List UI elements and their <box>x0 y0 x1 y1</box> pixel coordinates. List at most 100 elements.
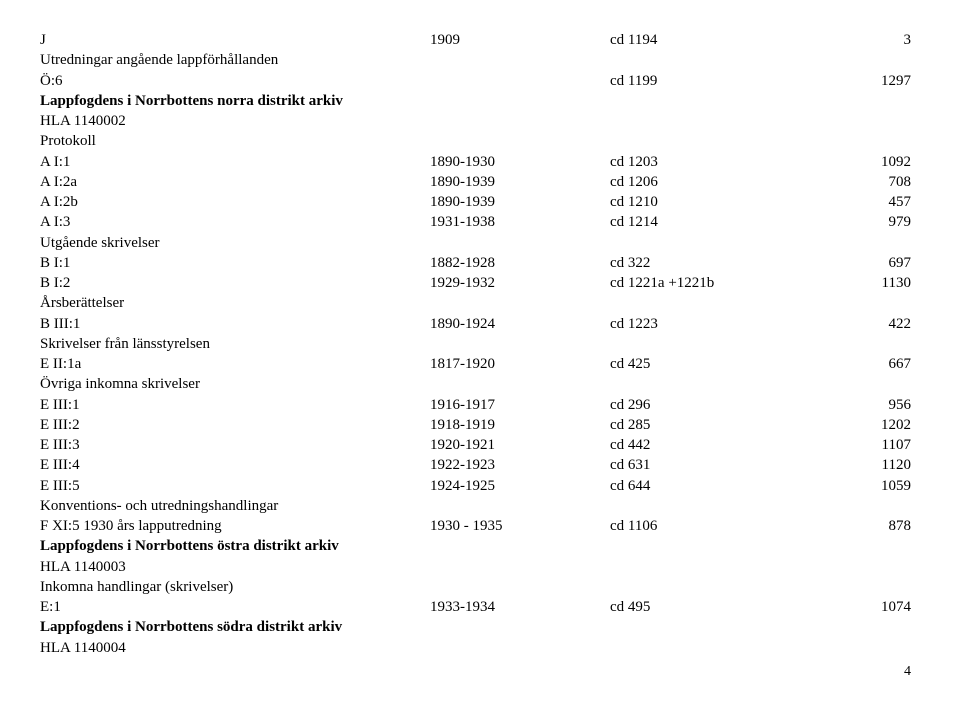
table-row: F XI:5 1930 års lapputredning1930 - 1935… <box>40 516 919 536</box>
subheading: HLA 1140004 <box>40 638 919 658</box>
cell-c1: B I:1 <box>40 253 430 273</box>
cell-c3: cd 442 <box>610 435 790 455</box>
cell-c2: 1916-1917 <box>430 395 610 415</box>
cell-c1: A I:2b <box>40 192 430 212</box>
cell-c4: 422 <box>790 314 919 334</box>
cell-c3: cd 1199 <box>610 71 790 91</box>
cell-c2: 1931-1938 <box>430 212 610 232</box>
cell-c1: E III:5 <box>40 476 430 496</box>
cell-c4: 708 <box>790 172 919 192</box>
cell-c2: 1924-1925 <box>430 476 610 496</box>
cell-c2: 1890-1939 <box>430 172 610 192</box>
table-row: B III:11890-1924cd 1223422 <box>40 314 919 334</box>
cell-c4: 457 <box>790 192 919 212</box>
cell-c4: 1120 <box>790 455 919 475</box>
cell-c3: cd 1106 <box>610 516 790 536</box>
subheading: HLA 1140003 <box>40 557 919 577</box>
cell-c3: cd 1203 <box>610 152 790 172</box>
subheading: Skrivelser från länsstyrelsen <box>40 334 919 354</box>
document-body: J1909cd 11943Utredningar angående lappfö… <box>40 30 919 658</box>
table-row: E:11933-1934cd 4951074 <box>40 597 919 617</box>
cell-c4: 979 <box>790 212 919 232</box>
cell-c2: 1920-1921 <box>430 435 610 455</box>
cell-c4: 697 <box>790 253 919 273</box>
cell-c2: 1929-1932 <box>430 273 610 293</box>
cell-c1: Ö:6 <box>40 71 430 91</box>
cell-c2: 1890-1939 <box>430 192 610 212</box>
cell-c4: 1297 <box>790 71 919 91</box>
table-row: B I:21929-1932cd 1221a +1221b1130 <box>40 273 919 293</box>
cell-c3: cd 495 <box>610 597 790 617</box>
subheading: Övriga inkomna skrivelser <box>40 374 919 394</box>
cell-c2: 1922-1923 <box>430 455 610 475</box>
cell-c3: cd 1194 <box>610 30 790 50</box>
cell-c1: F XI:5 1930 års lapputredning <box>40 516 430 536</box>
table-row: A I:2b1890-1939cd 1210457 <box>40 192 919 212</box>
cell-c1: A I:1 <box>40 152 430 172</box>
subheading: HLA 1140002 <box>40 111 919 131</box>
cell-c3: cd 644 <box>610 476 790 496</box>
cell-c3: cd 631 <box>610 455 790 475</box>
table-row: J1909cd 11943 <box>40 30 919 50</box>
cell-c4: 1074 <box>790 597 919 617</box>
page-number: 4 <box>40 664 919 680</box>
cell-c1: A I:3 <box>40 212 430 232</box>
cell-c1: E II:1a <box>40 354 430 374</box>
cell-c3: cd 1221a +1221b <box>610 273 790 293</box>
heading: Lappfogdens i Norrbottens norra distrikt… <box>40 91 919 111</box>
cell-c3: cd 425 <box>610 354 790 374</box>
cell-c2: 1933-1934 <box>430 597 610 617</box>
table-row: E III:21918-1919cd 2851202 <box>40 415 919 435</box>
cell-c2 <box>430 71 610 91</box>
table-row: E III:31920-1921cd 4421107 <box>40 435 919 455</box>
subheading: Utredningar angående lappförhållanden <box>40 50 919 70</box>
cell-c4: 1059 <box>790 476 919 496</box>
cell-c1: E III:2 <box>40 415 430 435</box>
cell-c2: 1890-1924 <box>430 314 610 334</box>
cell-c1: B III:1 <box>40 314 430 334</box>
cell-c3: cd 296 <box>610 395 790 415</box>
cell-c1: J <box>40 30 430 50</box>
cell-c2: 1890-1930 <box>430 152 610 172</box>
table-row: A I:11890-1930cd 12031092 <box>40 152 919 172</box>
cell-c2: 1930 - 1935 <box>430 516 610 536</box>
cell-c4: 1107 <box>790 435 919 455</box>
cell-c1: A I:2a <box>40 172 430 192</box>
cell-c2: 1882-1928 <box>430 253 610 273</box>
table-row: E III:51924-1925cd 6441059 <box>40 476 919 496</box>
cell-c1: E:1 <box>40 597 430 617</box>
table-row: A I:31931-1938cd 1214979 <box>40 212 919 232</box>
subheading: Inkomna handlingar (skrivelser) <box>40 577 919 597</box>
table-row: A I:2a1890-1939cd 1206708 <box>40 172 919 192</box>
table-row: E II:1a1817-1920cd 425667 <box>40 354 919 374</box>
subheading: Protokoll <box>40 131 919 151</box>
cell-c1: B I:2 <box>40 273 430 293</box>
cell-c4: 956 <box>790 395 919 415</box>
cell-c2: 1909 <box>430 30 610 50</box>
cell-c1: E III:4 <box>40 455 430 475</box>
cell-c3: cd 1210 <box>610 192 790 212</box>
heading: Lappfogdens i Norrbottens östra distrikt… <box>40 536 919 556</box>
cell-c3: cd 1223 <box>610 314 790 334</box>
cell-c4: 1202 <box>790 415 919 435</box>
cell-c4: 1130 <box>790 273 919 293</box>
cell-c4: 3 <box>790 30 919 50</box>
cell-c2: 1918-1919 <box>430 415 610 435</box>
cell-c3: cd 1206 <box>610 172 790 192</box>
cell-c4: 1092 <box>790 152 919 172</box>
cell-c1: E III:1 <box>40 395 430 415</box>
subheading: Konventions- och utredningshandlingar <box>40 496 919 516</box>
cell-c3: cd 1214 <box>610 212 790 232</box>
subheading: Årsberättelser <box>40 293 919 313</box>
table-row: B I:11882-1928cd 322697 <box>40 253 919 273</box>
cell-c4: 878 <box>790 516 919 536</box>
table-row: Ö:6 cd 11991297 <box>40 71 919 91</box>
cell-c2: 1817-1920 <box>430 354 610 374</box>
cell-c3: cd 285 <box>610 415 790 435</box>
cell-c1: E III:3 <box>40 435 430 455</box>
table-row: E III:11916-1917cd 296956 <box>40 395 919 415</box>
heading: Lappfogdens i Norrbottens södra distrikt… <box>40 617 919 637</box>
subheading: Utgående skrivelser <box>40 233 919 253</box>
cell-c4: 667 <box>790 354 919 374</box>
cell-c3: cd 322 <box>610 253 790 273</box>
